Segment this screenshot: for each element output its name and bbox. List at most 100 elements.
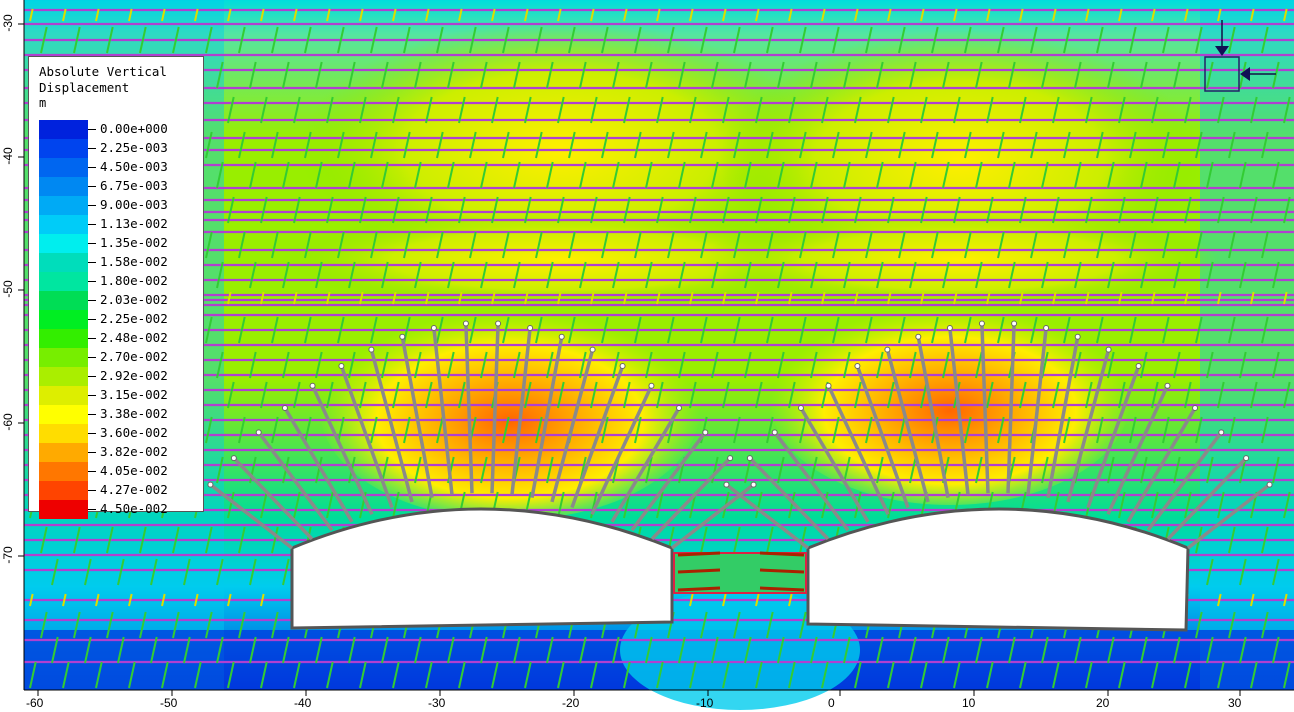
joint-line bbox=[1063, 416, 1071, 444]
joint-line bbox=[986, 291, 991, 305]
joint-line bbox=[1217, 96, 1225, 124]
joint-line bbox=[172, 526, 180, 554]
legend-label: 3.38e-002 bbox=[100, 406, 168, 421]
joint-line bbox=[271, 131, 279, 159]
bolt-head bbox=[207, 481, 214, 488]
joint-line bbox=[546, 456, 554, 484]
joint-line bbox=[953, 8, 958, 22]
joint-line bbox=[458, 96, 466, 124]
pillar-bolt bbox=[677, 551, 721, 557]
axis-frame bbox=[23, 0, 1294, 691]
joint-line bbox=[425, 96, 433, 124]
joint-line bbox=[1019, 291, 1024, 305]
joint-line bbox=[920, 291, 925, 305]
bedding-planes bbox=[24, 8, 1294, 664]
joint-line bbox=[865, 131, 873, 159]
joint-line bbox=[942, 261, 950, 289]
joint-line bbox=[1107, 351, 1115, 379]
joint-line bbox=[678, 161, 686, 189]
joint-line bbox=[1250, 381, 1258, 409]
joint-line bbox=[744, 161, 752, 189]
joint-line bbox=[832, 231, 840, 259]
joint-line bbox=[293, 491, 301, 519]
joint-line bbox=[469, 316, 477, 344]
joint-line bbox=[1162, 26, 1170, 54]
joint-line bbox=[513, 351, 521, 379]
joint-line bbox=[106, 526, 114, 554]
joint-line bbox=[381, 161, 389, 189]
joint-line bbox=[788, 381, 796, 409]
joint-line bbox=[909, 261, 917, 289]
legend-tick bbox=[88, 471, 96, 472]
joint-line bbox=[447, 636, 455, 664]
joint-line bbox=[1019, 381, 1027, 409]
joint-line bbox=[337, 231, 345, 259]
legend-label: 2.03e-002 bbox=[100, 292, 168, 307]
joint-line bbox=[909, 161, 917, 189]
joint-line bbox=[689, 8, 694, 22]
joint-line bbox=[271, 526, 279, 554]
joint-line bbox=[986, 381, 994, 409]
joint-line bbox=[1041, 636, 1049, 664]
joint-line bbox=[95, 661, 103, 689]
joint-line bbox=[1151, 491, 1159, 519]
joint-line bbox=[546, 636, 554, 664]
joint-line bbox=[205, 316, 213, 344]
bolt-head bbox=[462, 320, 469, 327]
joint-line bbox=[249, 161, 257, 189]
joint-line bbox=[1184, 96, 1192, 124]
joint-line bbox=[425, 661, 433, 689]
joint-line bbox=[1206, 456, 1214, 484]
joint-line bbox=[722, 96, 730, 124]
joint-line bbox=[1085, 661, 1093, 689]
joint-line bbox=[282, 61, 290, 89]
x-tick-label: 30 bbox=[1228, 696, 1242, 710]
joint-line bbox=[260, 381, 268, 409]
joint-line bbox=[1096, 26, 1104, 54]
joint-line bbox=[40, 526, 48, 554]
joint-line bbox=[612, 351, 620, 379]
legend-swatch bbox=[39, 139, 88, 158]
joint-line bbox=[964, 416, 972, 444]
joint-line bbox=[1085, 96, 1093, 124]
right-tunnel bbox=[806, 507, 1190, 632]
x-tick-label: -50 bbox=[160, 696, 178, 710]
joint-line bbox=[1162, 131, 1170, 159]
joint-line bbox=[1162, 416, 1170, 444]
joint-line bbox=[370, 316, 378, 344]
y-tick-label: -50 bbox=[1, 280, 15, 298]
joint-line bbox=[502, 316, 510, 344]
joint-line bbox=[623, 661, 631, 689]
joint-line bbox=[711, 261, 719, 289]
legend-swatch bbox=[39, 462, 88, 481]
joint-line bbox=[1052, 291, 1057, 305]
joint-line bbox=[194, 593, 199, 607]
joint-line bbox=[711, 351, 719, 379]
joint-line bbox=[1052, 661, 1060, 689]
joint-line bbox=[568, 231, 576, 259]
joint-line bbox=[282, 636, 290, 664]
joint-line bbox=[524, 96, 532, 124]
joint-line bbox=[854, 196, 862, 224]
rock-bolt bbox=[257, 431, 334, 532]
joint-line bbox=[942, 61, 950, 89]
joint-line bbox=[480, 351, 488, 379]
joint-line bbox=[348, 636, 356, 664]
legend-tick bbox=[88, 319, 96, 320]
joint-line bbox=[172, 611, 180, 639]
rock-bolt bbox=[916, 336, 950, 498]
joint-line bbox=[1041, 261, 1049, 289]
legend-swatch bbox=[39, 234, 88, 253]
joint-line bbox=[524, 196, 532, 224]
joint-line bbox=[1261, 131, 1269, 159]
joint-line bbox=[942, 351, 950, 379]
legend-swatch bbox=[39, 500, 88, 519]
joint-line bbox=[1041, 456, 1049, 484]
joint-line bbox=[392, 491, 400, 519]
joint-line bbox=[1228, 416, 1236, 444]
joint-line bbox=[535, 416, 543, 444]
legend-label: 4.27e-002 bbox=[100, 482, 168, 497]
joint-line bbox=[590, 661, 598, 689]
joint-line bbox=[755, 96, 763, 124]
joint-line bbox=[205, 131, 213, 159]
